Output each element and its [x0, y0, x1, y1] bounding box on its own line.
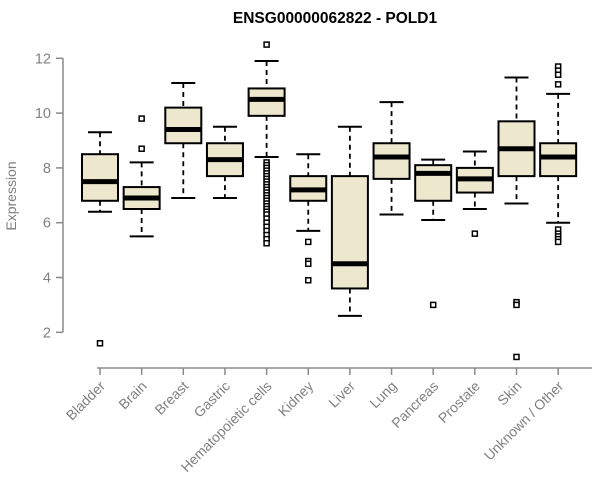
x-tick-label-liver: Liver — [325, 378, 358, 411]
outlier-point — [513, 353, 520, 361]
box-kidney — [289, 153, 328, 284]
iqr-box — [414, 164, 453, 202]
y-tick-label: 2 — [43, 325, 51, 341]
iqr-box — [247, 87, 286, 117]
x-tick-label-brain: Brain — [115, 378, 149, 412]
y-tick-label: 12 — [35, 51, 51, 67]
box-lung — [372, 101, 411, 216]
box-hematopoietic-cells — [247, 41, 286, 247]
x-tick-label-lung: Lung — [366, 378, 399, 411]
y-axis-label: Expression — [3, 161, 19, 230]
x-tick-label-breast: Breast — [151, 378, 191, 418]
outlier-point — [305, 260, 312, 268]
iqr-box — [81, 153, 119, 202]
box-unknown-other — [539, 63, 578, 246]
box-gastric — [205, 125, 244, 200]
iqr-box — [372, 142, 411, 180]
outlier-point — [513, 301, 520, 309]
x-tick-label-skin: Skin — [494, 378, 525, 409]
y-tick-label: 10 — [35, 106, 51, 122]
boxes-group — [81, 41, 578, 361]
outlier-point — [554, 238, 562, 246]
outlier-point — [263, 41, 270, 48]
y-tick-label: 8 — [43, 161, 51, 177]
y-tick-label: 6 — [43, 216, 51, 232]
outlier-point — [554, 81, 562, 88]
outlier-point — [471, 230, 479, 237]
iqr-box — [330, 175, 369, 290]
box-brain — [122, 115, 161, 238]
outlier-point — [305, 276, 312, 284]
box-pancreas — [414, 158, 453, 309]
box-prostate — [455, 150, 494, 237]
box-bladder — [81, 131, 119, 347]
x-tick-label-bladder: Bladder — [63, 378, 109, 424]
outlier-point — [305, 238, 312, 246]
box-skin — [497, 76, 536, 361]
outlier-point — [96, 340, 104, 347]
x-tick-label-kidney: Kidney — [275, 378, 317, 420]
iqr-box — [164, 106, 203, 145]
x-tick-label-unknown-other: Unknown / Other — [481, 378, 567, 464]
chart-title: ENSG00000062822 - POLD1 — [233, 10, 438, 27]
outlier-point — [138, 115, 145, 122]
x-tick-label-prostate: Prostate — [435, 378, 483, 426]
y-tick-label: 4 — [43, 271, 51, 287]
iqr-box — [539, 142, 578, 178]
box-liver — [330, 125, 369, 317]
outlier-point — [138, 145, 145, 152]
outlier-point — [554, 71, 562, 78]
outlier-point — [429, 301, 437, 309]
box-breast — [164, 81, 203, 200]
outlier-point — [263, 240, 270, 247]
